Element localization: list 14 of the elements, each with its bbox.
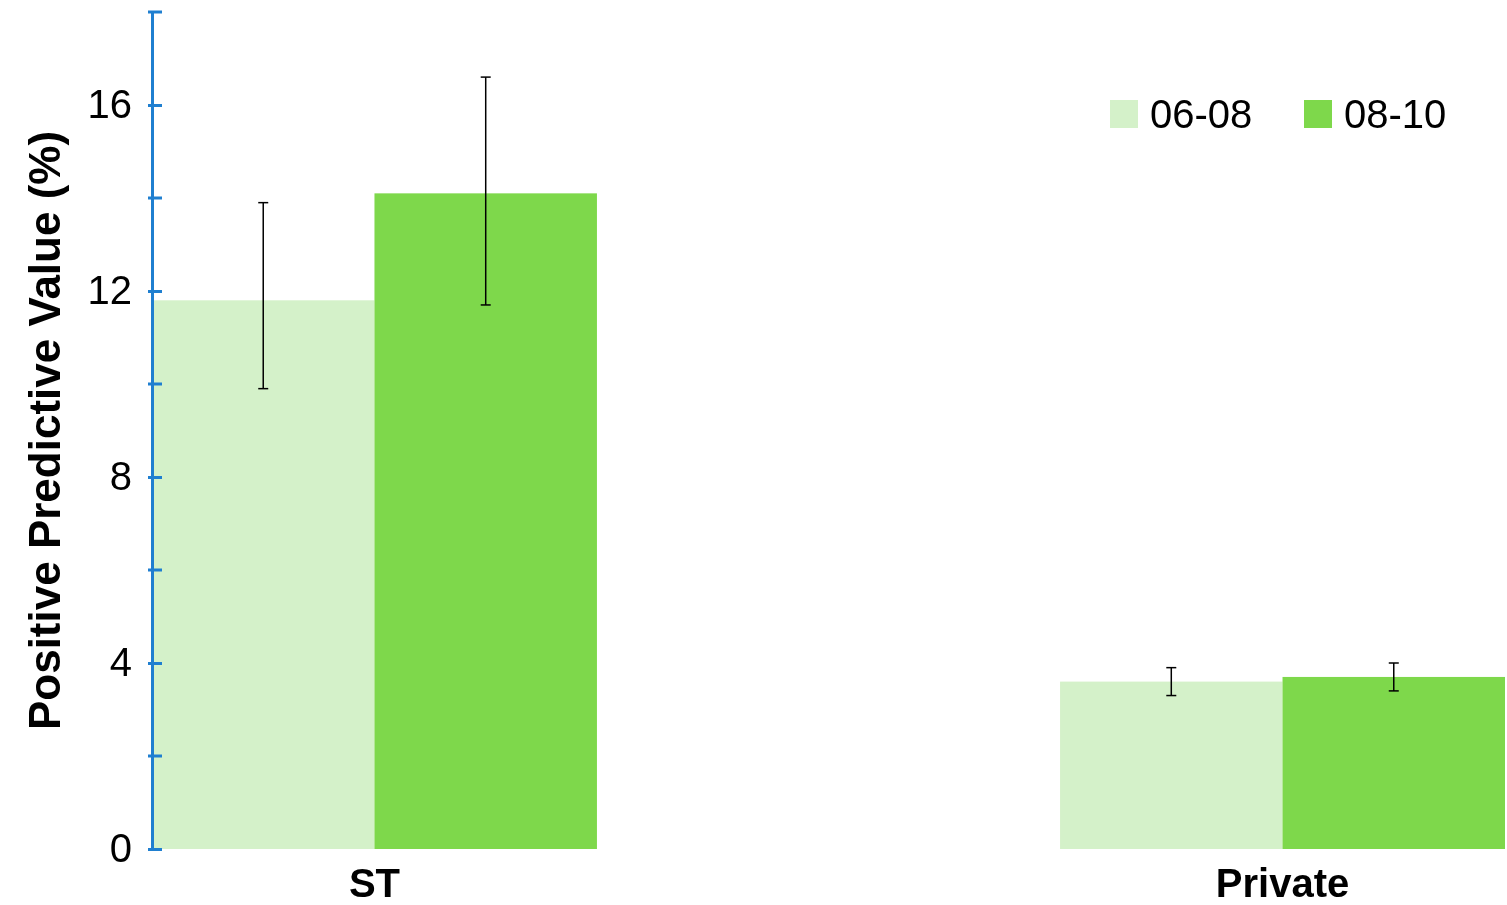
y-tick-label: 16 <box>87 82 132 127</box>
y-tick-label: 4 <box>109 640 132 685</box>
bar <box>1060 681 1283 849</box>
y-tick-label: 0 <box>109 826 132 871</box>
bar <box>152 300 375 849</box>
y-tick-label: 12 <box>87 268 132 313</box>
x-tick-label: ST <box>348 861 401 905</box>
legend-label: 08-10 <box>1344 92 1447 136</box>
y-tick-label: 8 <box>109 454 132 499</box>
legend-label: 06-08 <box>1150 92 1253 136</box>
y-axis-title: Positive Predictive Value (%) <box>20 130 69 731</box>
bar <box>1282 676 1505 849</box>
bar <box>374 193 597 849</box>
x-tick-label: Private <box>1215 861 1350 905</box>
